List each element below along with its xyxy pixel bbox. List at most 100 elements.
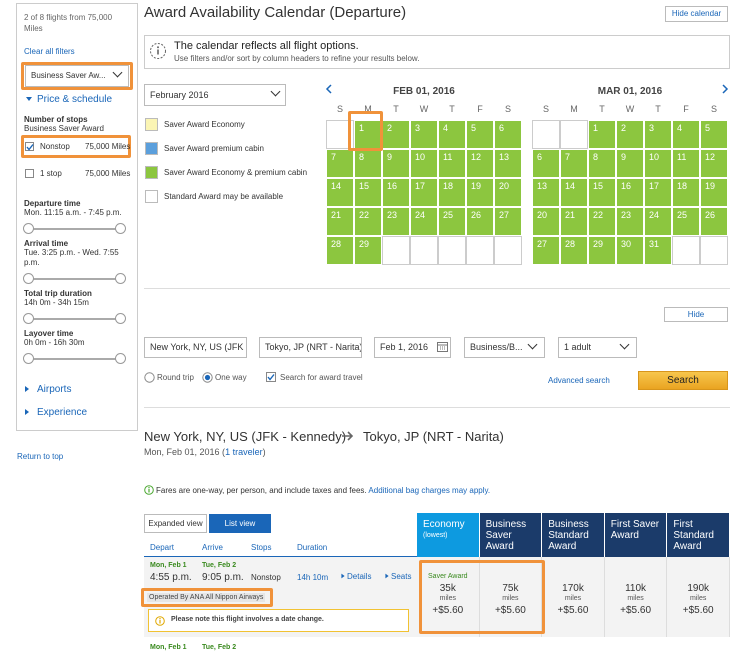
calendar-day[interactable]: 7 <box>560 149 588 178</box>
radio-selected[interactable] <box>202 372 213 383</box>
calendar-day[interactable]: 18 <box>672 178 700 207</box>
details-link[interactable]: Details <box>347 572 372 581</box>
calendar-day[interactable]: 4 <box>672 120 700 149</box>
from-input[interactable]: New York, NY, US (JFK - K <box>144 337 247 358</box>
calendar-day[interactable]: 24 <box>410 207 438 236</box>
calendar-day[interactable]: 22 <box>588 207 616 236</box>
calendar-day[interactable]: 11 <box>438 149 466 178</box>
fare-cell[interactable]: 190k miles +$5.60 <box>667 557 730 637</box>
calendar-day[interactable]: 29 <box>354 236 382 265</box>
round-trip-label[interactable]: Round trip <box>157 373 194 382</box>
calendar-day[interactable]: 2 <box>616 120 644 149</box>
cabin-select[interactable]: Business/B... <box>464 337 545 358</box>
calendar-day[interactable]: 6 <box>532 149 560 178</box>
calendar-day[interactable]: 16 <box>616 178 644 207</box>
calendar-day[interactable]: 11 <box>672 149 700 178</box>
slider-handle[interactable] <box>23 313 34 324</box>
clear-filters[interactable]: Clear all filters <box>24 47 75 56</box>
slider-handle[interactable] <box>23 353 34 364</box>
calendar-day[interactable]: 10 <box>644 149 672 178</box>
column-header[interactable]: Stops <box>251 543 272 552</box>
calendar-day[interactable]: 25 <box>672 207 700 236</box>
calendar-day[interactable]: 4 <box>438 120 466 149</box>
column-header[interactable]: Depart <box>150 543 175 552</box>
fare-select[interactable]: Business Saver Aw... <box>25 65 129 87</box>
calendar-day[interactable]: 19 <box>700 178 728 207</box>
slider-handle[interactable] <box>23 223 34 234</box>
calendar-day[interactable]: 7 <box>326 149 354 178</box>
fare-cell[interactable]: 170k miles +$5.60 <box>542 557 605 637</box>
award-travel-label[interactable]: Search for award travel <box>280 373 363 382</box>
return-to-top[interactable]: Return to top <box>17 452 64 461</box>
seats-link[interactable]: Seats <box>391 572 412 581</box>
calendar-day[interactable]: 8 <box>588 149 616 178</box>
calendar-day[interactable]: 20 <box>494 178 522 207</box>
calendar-day[interactable]: 19 <box>466 178 494 207</box>
fare-cell[interactable]: 75k miles +$5.60 <box>480 557 543 637</box>
duration[interactable]: 14h 10m <box>297 573 329 582</box>
fare-cell[interactable]: Saver Award 35k miles +$5.60 <box>417 557 480 637</box>
calendar-day[interactable]: 3 <box>644 120 672 149</box>
calendar-day[interactable]: 9 <box>382 149 410 178</box>
checkbox-checked[interactable] <box>266 372 276 382</box>
calendar-day[interactable]: 26 <box>466 207 494 236</box>
calendar-day[interactable]: 13 <box>494 149 522 178</box>
next-month[interactable] <box>720 84 730 94</box>
calendar-day[interactable]: 1 <box>354 120 382 149</box>
calendar-day[interactable]: 27 <box>494 207 522 236</box>
calendar-day[interactable]: 3 <box>410 120 438 149</box>
calendar-day[interactable]: 30 <box>616 236 644 265</box>
calendar-day[interactable]: 12 <box>700 149 728 178</box>
calendar-day[interactable]: 10 <box>410 149 438 178</box>
airports-filter[interactable]: Airports <box>37 384 72 395</box>
calendar-day[interactable]: 5 <box>466 120 494 149</box>
hide-calendar-button[interactable]: Hide calendar <box>665 6 728 22</box>
stop-label[interactable]: 1 stop <box>40 169 62 178</box>
calendar-day[interactable]: 16 <box>382 178 410 207</box>
passengers-select[interactable]: 1 adult <box>558 337 637 358</box>
calendar-day[interactable]: 23 <box>616 207 644 236</box>
calendar-day[interactable]: 9 <box>616 149 644 178</box>
calendar-day[interactable]: 6 <box>494 120 522 149</box>
slider-handle[interactable] <box>115 353 126 364</box>
calendar-day[interactable]: 25 <box>438 207 466 236</box>
calendar-day[interactable]: 15 <box>588 178 616 207</box>
slider-handle[interactable] <box>115 223 126 234</box>
checkbox[interactable] <box>25 169 34 178</box>
calendar-day[interactable]: 14 <box>326 178 354 207</box>
month-select[interactable]: February 2016 <box>144 84 286 106</box>
one-way-label[interactable]: One way <box>215 373 247 382</box>
radio[interactable] <box>144 372 155 383</box>
calendar-day[interactable]: 24 <box>644 207 672 236</box>
calendar-day[interactable]: 14 <box>560 178 588 207</box>
checkbox[interactable] <box>25 142 34 151</box>
slider-handle[interactable] <box>115 273 126 284</box>
prev-month[interactable] <box>324 84 334 94</box>
slider-handle[interactable] <box>23 273 34 284</box>
search-button[interactable]: Search <box>638 371 728 390</box>
stop-label[interactable]: Nonstop <box>40 142 70 151</box>
list-view-tab[interactable]: List view <box>209 514 271 533</box>
calendar-day[interactable]: 28 <box>326 236 354 265</box>
travelers-link[interactable]: 1 traveler <box>225 447 263 457</box>
column-header[interactable]: Arrive <box>202 543 223 552</box>
calendar-day[interactable]: 18 <box>438 178 466 207</box>
calendar-day[interactable]: 12 <box>466 149 494 178</box>
column-header[interactable]: Duration <box>297 543 328 552</box>
calendar-day[interactable]: 23 <box>382 207 410 236</box>
calendar-day[interactable]: 5 <box>700 120 728 149</box>
fare-column-header[interactable]: Business Standard Award <box>542 513 605 557</box>
to-input[interactable]: Tokyo, JP (NRT - Narita) <box>259 337 362 358</box>
calendar-day[interactable]: 15 <box>354 178 382 207</box>
calendar-day[interactable]: 27 <box>532 236 560 265</box>
calendar-day[interactable]: 17 <box>644 178 672 207</box>
slider-handle[interactable] <box>115 313 126 324</box>
calendar-day[interactable]: 21 <box>326 207 354 236</box>
calendar-day[interactable]: 1 <box>588 120 616 149</box>
calendar-day[interactable]: 29 <box>588 236 616 265</box>
advanced-search[interactable]: Advanced search <box>548 376 610 385</box>
expanded-view-tab[interactable]: Expanded view <box>144 514 207 533</box>
date-input[interactable]: Feb 1, 2016 <box>374 337 451 358</box>
fare-column-header[interactable]: First Saver Award <box>604 513 668 557</box>
calendar-day[interactable]: 31 <box>644 236 672 265</box>
